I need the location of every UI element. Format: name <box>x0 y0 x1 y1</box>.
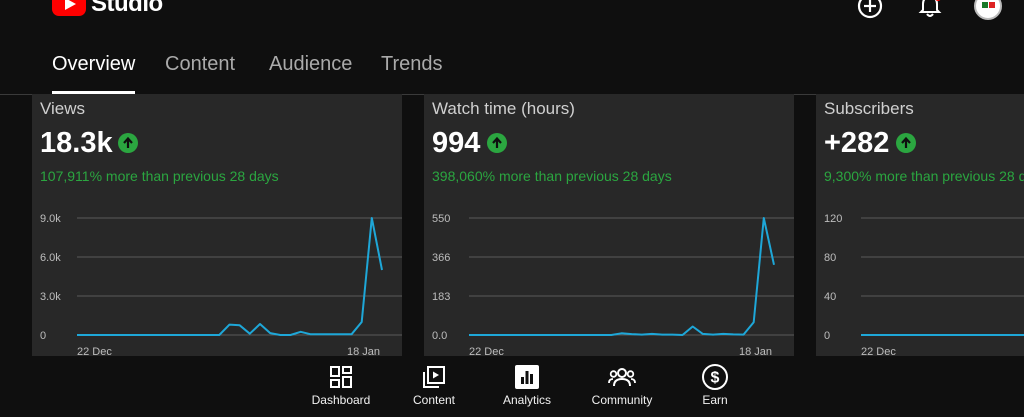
x-tick-label-start: 22 Dec <box>861 346 896 356</box>
dashboard-icon <box>330 366 352 388</box>
trend-up-icon <box>487 133 507 153</box>
series-line[interactable] <box>77 217 383 336</box>
series-line[interactable] <box>861 308 1024 336</box>
card-title: Watch time (hours) <box>432 99 575 118</box>
youtube-play-icon <box>52 0 86 16</box>
nav-analytics[interactable]: Analytics <box>482 363 572 407</box>
nav-label: Earn <box>702 393 728 407</box>
y-tick-label: 3.0k <box>40 291 61 303</box>
account-avatar[interactable] <box>974 0 1002 20</box>
notifications-icon[interactable] <box>916 0 944 20</box>
card-change-text: 9,300% more than previous 28 days <box>824 168 1024 184</box>
logo-text: Studio <box>91 0 163 17</box>
y-tick-label: 366 <box>432 252 450 264</box>
card-value: +282 <box>824 127 890 159</box>
watch-time-chart: 550 366 183 0.0 22 Dec 18 Jan <box>432 213 794 356</box>
y-tick-label: 80 <box>824 252 836 264</box>
youtube-studio-logo[interactable]: Studio <box>52 0 163 18</box>
x-tick-label-start: 22 Dec <box>469 346 504 356</box>
analytics-icon <box>515 365 539 389</box>
content-icon <box>423 366 445 388</box>
earn-icon: $ <box>702 364 728 390</box>
subscribers-chart: 120 80 40 0 22 Dec <box>824 213 1024 356</box>
y-tick-label: 6.0k <box>40 252 61 264</box>
nav-community[interactable]: Community <box>577 363 667 407</box>
y-tick-label: 40 <box>824 291 836 303</box>
views-card[interactable]: Views 18.3k 107,911% more than previous … <box>32 94 402 356</box>
series-line[interactable] <box>469 217 775 336</box>
y-tick-label: 183 <box>432 291 450 303</box>
y-tick-label: 9.0k <box>40 213 61 225</box>
trend-up-icon <box>118 133 138 153</box>
y-tick-label: 0 <box>824 330 830 342</box>
nav-dashboard[interactable]: Dashboard <box>296 363 386 407</box>
nav-label: Analytics <box>502 393 552 407</box>
create-icon[interactable] <box>856 0 884 20</box>
active-tab-indicator <box>52 91 135 94</box>
nav-label: Content <box>412 393 456 407</box>
y-tick-label: 550 <box>432 213 450 225</box>
watch-time-card[interactable]: Watch time (hours) 994 398,060% more tha… <box>424 94 794 356</box>
community-icon <box>608 368 636 387</box>
card-change-text: 107,911% more than previous 28 days <box>40 168 279 184</box>
tab-content[interactable]: Content <box>165 53 236 75</box>
top-app-bar: Studio <box>0 0 1024 28</box>
x-tick-label-end: 18 Jan <box>347 346 380 356</box>
tab-overview[interactable]: Overview <box>52 53 136 75</box>
card-value: 18.3k <box>40 127 113 159</box>
views-chart: 9.0k 6.0k 3.0k 0 22 Dec 18 Jan <box>40 213 402 356</box>
nav-label: Community <box>591 393 653 407</box>
bottom-navigation: Dashboard Content Analytics Community <box>0 356 1024 417</box>
card-change-text: 398,060% more than previous 28 days <box>432 168 672 184</box>
y-tick-label: 0.0 <box>432 330 447 342</box>
x-tick-label-end: 18 Jan <box>739 346 772 356</box>
x-tick-label-start: 22 Dec <box>77 346 112 356</box>
card-title: Views <box>40 99 86 118</box>
card-title: Subscribers <box>824 99 914 118</box>
nav-earn[interactable]: $ Earn <box>670 363 760 407</box>
svg-text:$: $ <box>711 370 720 387</box>
tab-audience[interactable]: Audience <box>269 53 353 75</box>
nav-content[interactable]: Content <box>389 363 479 407</box>
analytics-tabs: Overview Content Audience Trends <box>0 48 1024 95</box>
y-tick-label: 0 <box>40 330 46 342</box>
subscribers-card[interactable]: Subscribers +282 9,300% more than previo… <box>816 94 1024 356</box>
trend-up-icon <box>896 133 916 153</box>
tab-trends[interactable]: Trends <box>381 53 443 75</box>
nav-label: Dashboard <box>311 393 371 407</box>
y-tick-label: 120 <box>824 213 842 225</box>
card-value: 994 <box>432 127 481 159</box>
